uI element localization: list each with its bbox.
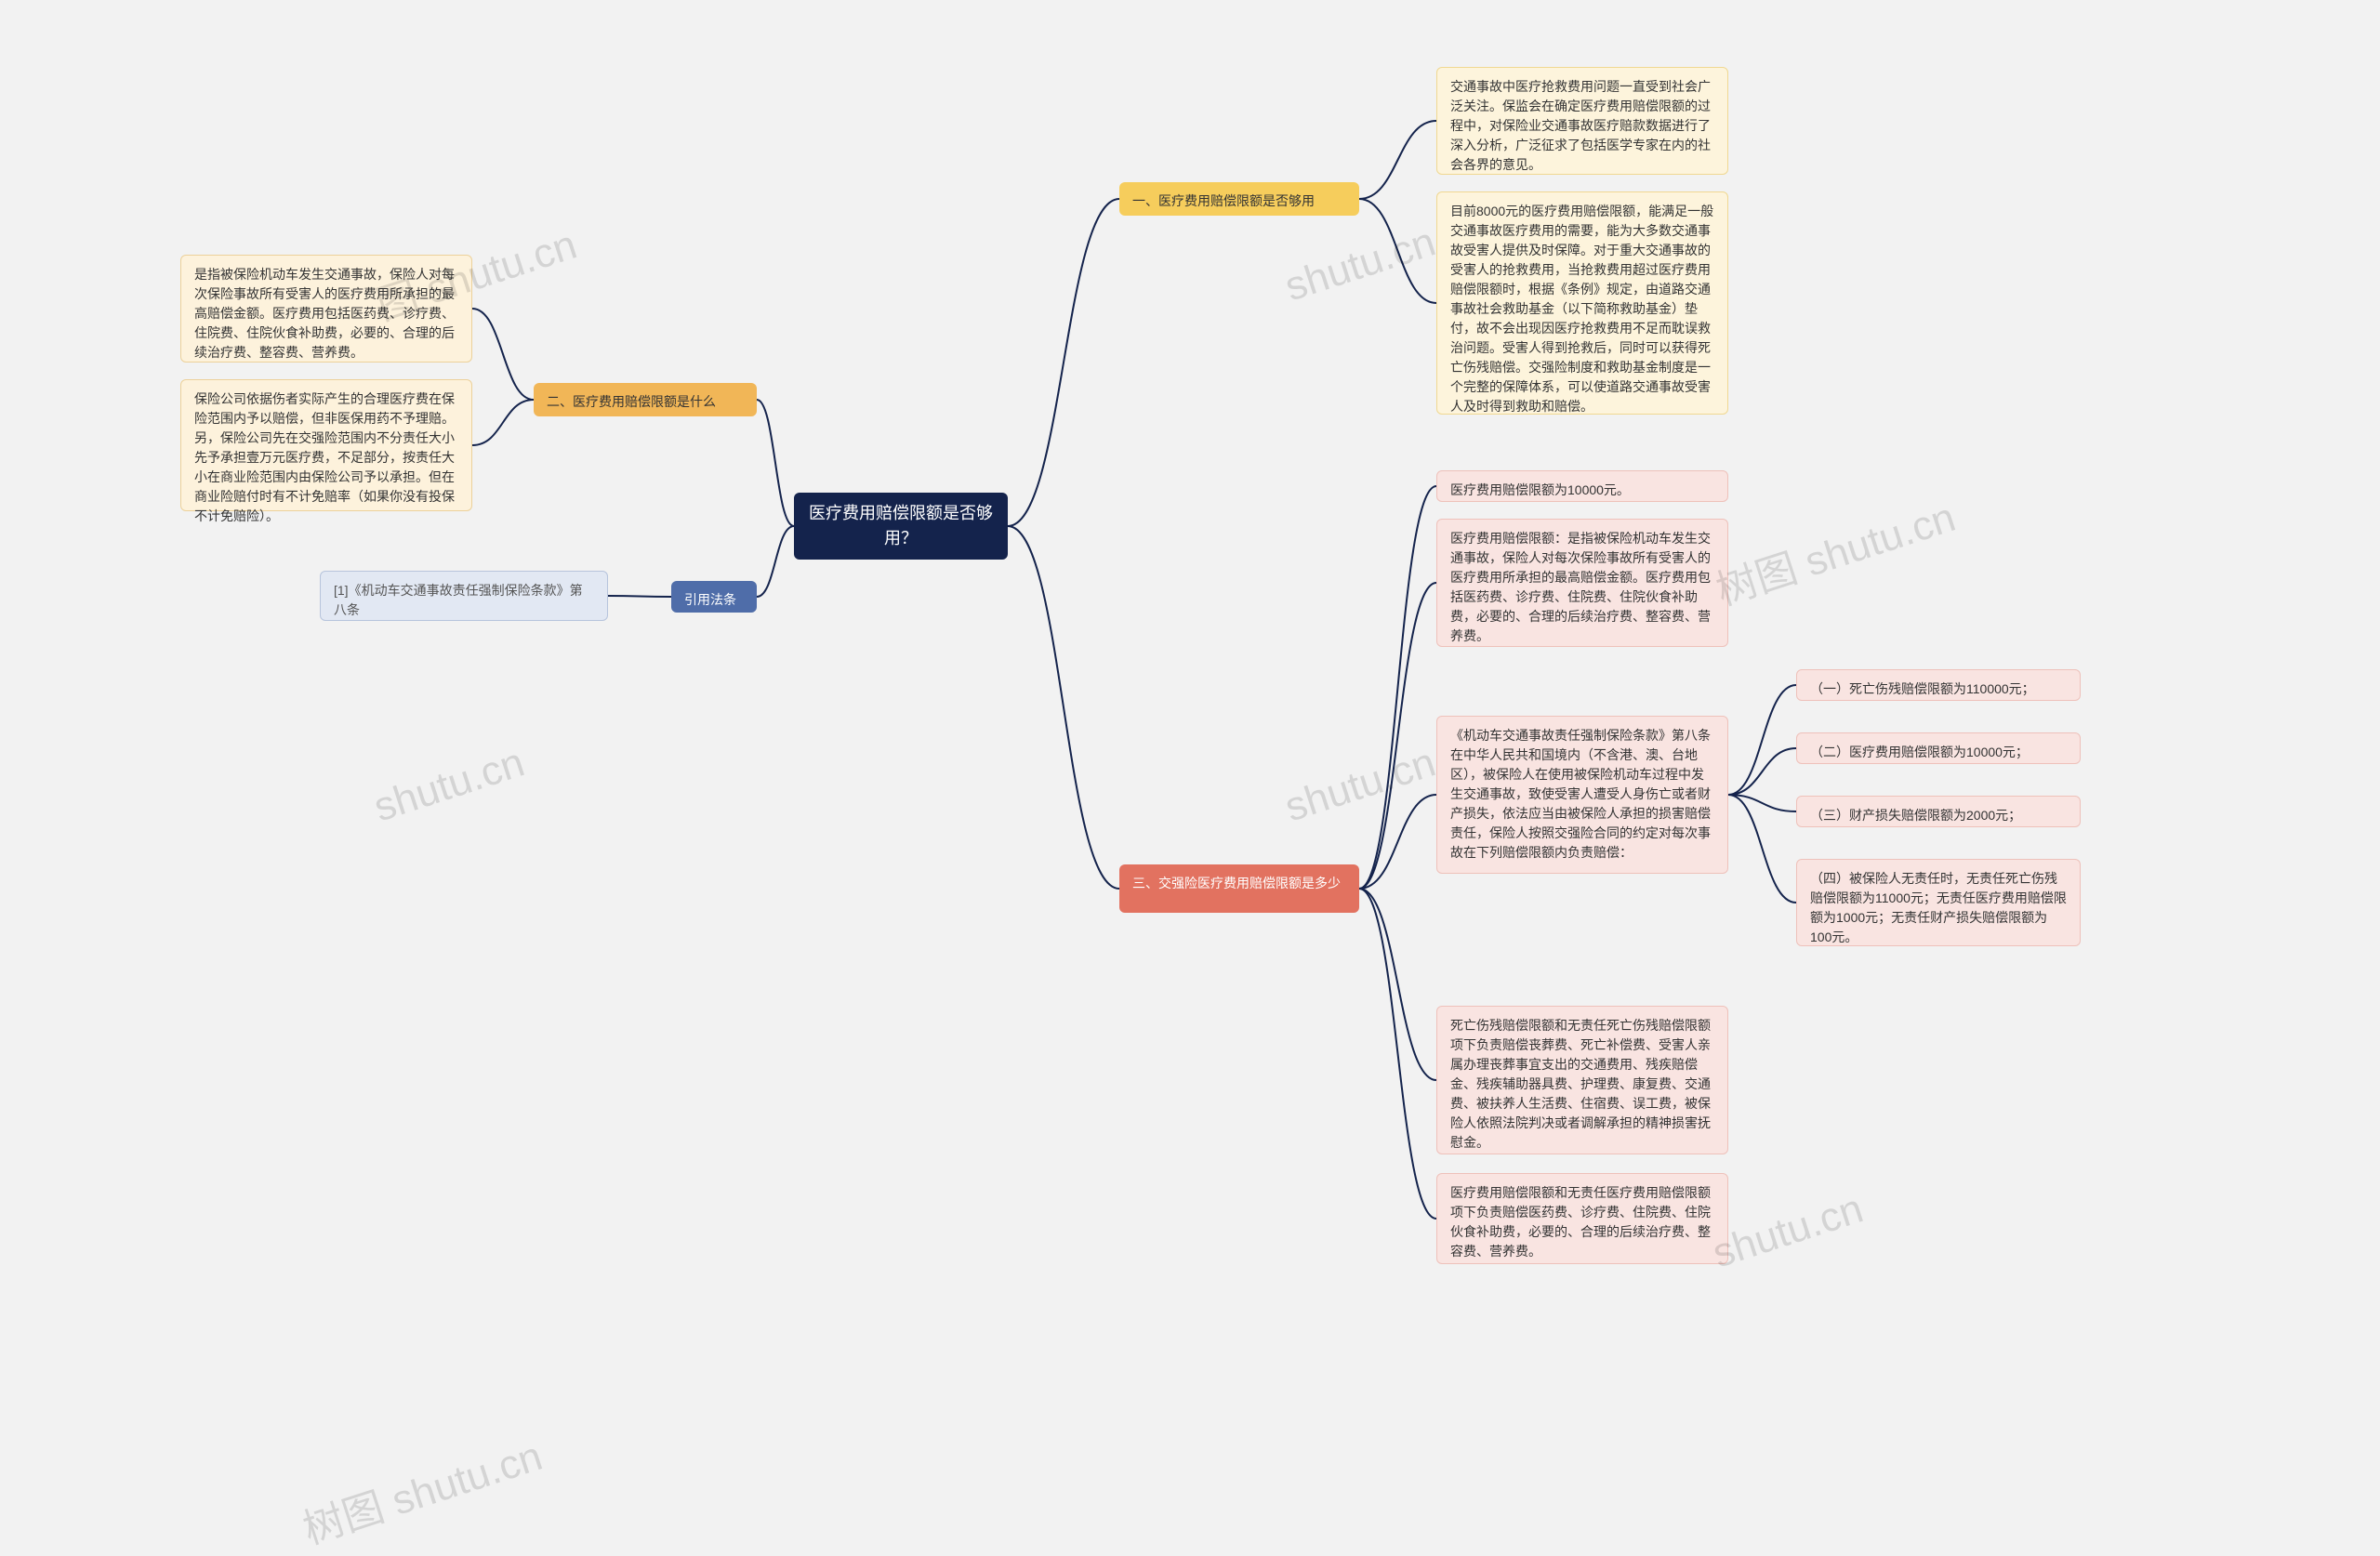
- branch1-leaf-1: 目前8000元的医疗费用赔偿限额，能满足一般交通事故医疗费用的需要，能为大多数交…: [1436, 191, 1728, 415]
- watermark: shutu.cn: [1279, 740, 1441, 832]
- watermark: shutu.cn: [368, 740, 530, 832]
- branch2-leaf-1: 保险公司依据伤者实际产生的合理医疗费在保险范围内予以赔偿，但非医保用药不予理赔。…: [180, 379, 472, 511]
- branch4-leaf-0: [1]《机动车交通事故责任强制保险条款》第八条: [320, 571, 608, 621]
- branch3-leaf-4: 医疗费用赔偿限额和无责任医疗费用赔偿限额项下负责赔偿医药费、诊疗费、住院费、住院…: [1436, 1173, 1728, 1264]
- branch4-title: 引用法条: [671, 581, 757, 613]
- branch3-title: 三、交强险医疗费用赔偿限额是多少: [1119, 864, 1359, 913]
- branch3-leaf-3: 死亡伤残赔偿限额和无责任死亡伤残赔偿限额项下负责赔偿丧葬费、死亡补偿费、受害人亲…: [1436, 1006, 1728, 1154]
- branch2-leaf-0: 是指被保险机动车发生交通事故，保险人对每次保险事故所有受害人的医疗费用所承担的最…: [180, 255, 472, 363]
- branch1-leaf-0: 交通事故中医疗抢救费用问题一直受到社会广泛关注。保监会在确定医疗费用赔偿限额的过…: [1436, 67, 1728, 175]
- branch3-leaf-2-sub-3: （四）被保险人无责任时，无责任死亡伤残赔偿限额为11000元；无责任医疗费用赔偿…: [1796, 859, 2081, 946]
- branch3-leaf-1: 医疗费用赔偿限额：是指被保险机动车发生交通事故，保险人对每次保险事故所有受害人的…: [1436, 519, 1728, 647]
- mindmap-canvas: 医疗费用赔偿限额是否够用？ 一、医疗费用赔偿限额是否够用 交通事故中医疗抢救费用…: [0, 0, 2380, 1520]
- watermark: 树图 shutu.cn: [1708, 483, 1962, 616]
- watermark: shutu.cn: [1279, 219, 1441, 311]
- branch3-leaf-2: 《机动车交通事故责任强制保险条款》第八条 在中华人民共和国境内（不含港、澳、台地…: [1436, 716, 1728, 874]
- branch2-title: 二、医疗费用赔偿限额是什么: [534, 383, 757, 416]
- branch3-leaf-0: 医疗费用赔偿限额为10000元。: [1436, 470, 1728, 502]
- root-node: 医疗费用赔偿限额是否够用？: [794, 493, 1008, 560]
- branch3-leaf-2-sub-2: （三）财产损失赔偿限额为2000元；: [1796, 796, 2081, 827]
- branch1-title: 一、医疗费用赔偿限额是否够用: [1119, 182, 1359, 216]
- branch3-leaf-2-sub-1: （二）医疗费用赔偿限额为10000元；: [1796, 732, 2081, 764]
- watermark: shutu.cn: [1707, 1186, 1869, 1278]
- branch3-leaf-2-sub-0: （一）死亡伤残赔偿限额为110000元；: [1796, 669, 2081, 701]
- watermark: 树图 shutu.cn: [295, 1422, 549, 1555]
